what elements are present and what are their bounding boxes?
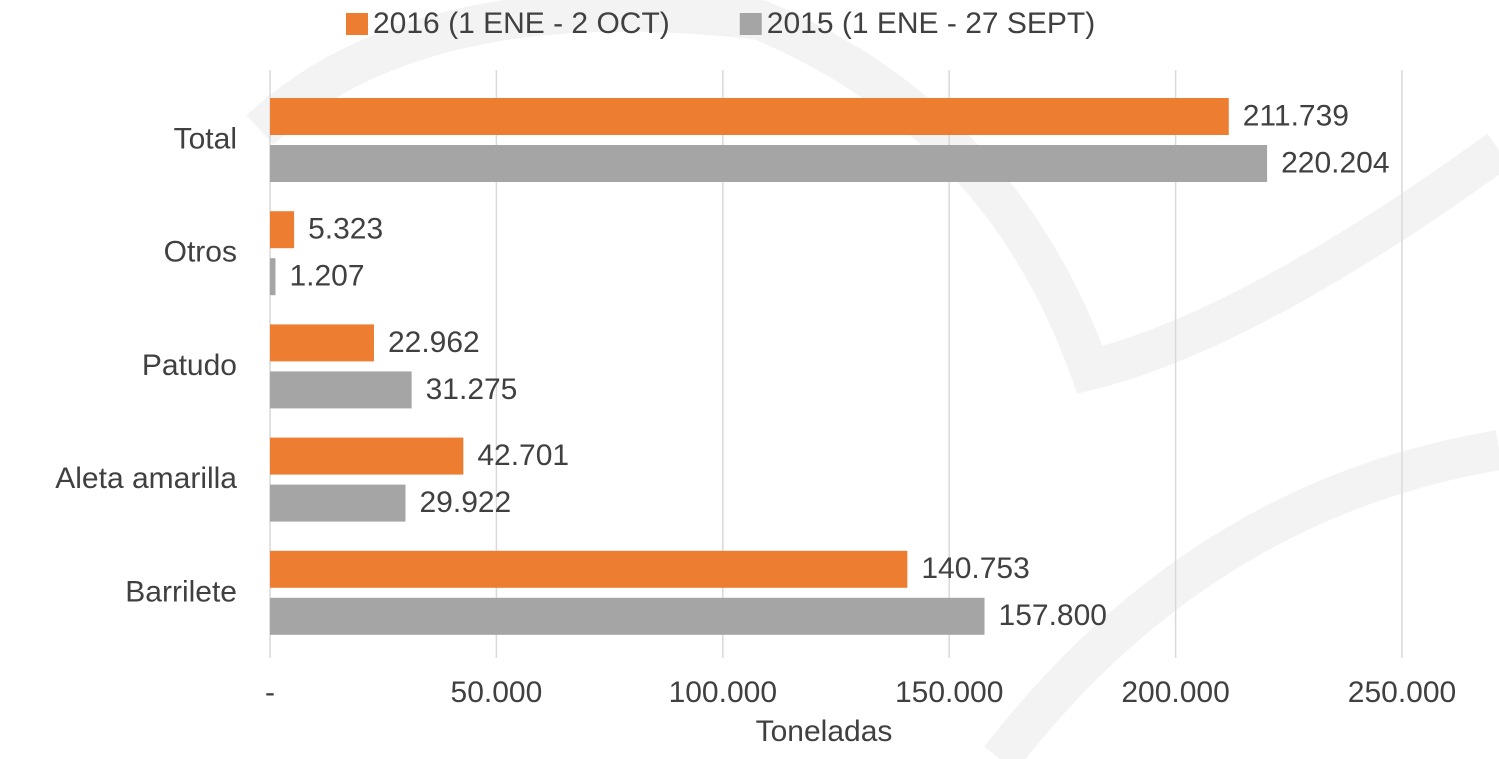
- legend-swatch: [346, 13, 368, 35]
- legend-label: 2016 (1 ENE - 2 OCT): [373, 7, 670, 40]
- legend-swatch: [739, 13, 762, 35]
- data-label: 29.922: [419, 486, 511, 519]
- bar: [270, 437, 464, 475]
- x-tick-label: 50.000: [451, 676, 543, 709]
- x-tick-label: 100.000: [669, 676, 777, 709]
- data-label: 31.275: [426, 373, 518, 406]
- data-label: 140.753: [921, 552, 1029, 585]
- bar: [270, 98, 1229, 135]
- bar: [270, 211, 295, 249]
- y-tick-label: Aleta amarilla: [55, 462, 237, 495]
- data-label: 1.207: [289, 260, 364, 293]
- x-tick-label: 200.000: [1121, 676, 1229, 709]
- y-tick-label: Otros: [164, 236, 237, 269]
- data-label: 211.739: [1243, 99, 1349, 132]
- bar: [270, 324, 374, 362]
- y-tick-label: Barrilete: [125, 575, 237, 608]
- background-decoration: [246, 0, 1499, 759]
- bar: [270, 597, 985, 635]
- bar: [270, 484, 406, 522]
- x-tick-label: 250.000: [1348, 676, 1456, 709]
- data-label: 157.800: [999, 599, 1107, 632]
- x-tick-label: 150.000: [895, 676, 1003, 709]
- y-tick-label: Patudo: [142, 349, 237, 382]
- data-label: 22.962: [388, 326, 480, 359]
- bar: [270, 550, 908, 588]
- x-axis-title: Toneladas: [756, 715, 893, 748]
- y-tick-label: Total: [174, 123, 237, 156]
- bar: [270, 258, 276, 296]
- data-label: 220.204: [1281, 146, 1389, 179]
- legend-label: 2015 (1 ENE - 27 SEPT): [767, 7, 1095, 40]
- x-tick-label: -: [265, 676, 275, 709]
- data-label: 5.323: [308, 213, 383, 246]
- bar: [270, 371, 412, 409]
- data-label: 42.701: [477, 439, 569, 472]
- bar: [270, 145, 1268, 182]
